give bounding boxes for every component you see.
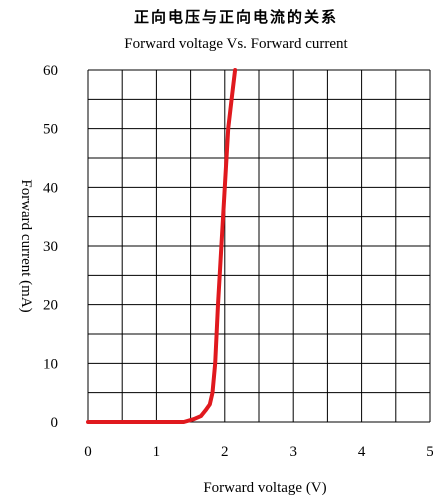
x-tick-label: 4: [358, 444, 366, 460]
y-tick-label: 60: [43, 63, 58, 79]
y-axis-label: Forward current (mA): [18, 179, 34, 312]
series-line: [86, 68, 238, 424]
y-tick-labels: 0 10 20 30 40 50 60: [43, 63, 58, 431]
x-axis-label: Forward voltage (V): [203, 480, 326, 496]
x-tick-labels: 0 1 2 3 4 5: [84, 444, 433, 460]
x-tick-label: 5: [426, 444, 433, 460]
grid: [87, 69, 431, 423]
x-tick-label: 1: [153, 444, 161, 460]
y-tick-label: 30: [43, 239, 58, 255]
chart-title: 正向电压与正向电流的关系: [134, 8, 338, 26]
x-tick-label: 3: [289, 444, 297, 460]
series-group: [86, 68, 238, 424]
chart-subtitle: Forward voltage Vs. Forward current: [124, 36, 348, 52]
y-tick-label: 0: [51, 415, 59, 431]
y-tick-label: 50: [43, 122, 58, 138]
y-tick-label: 40: [43, 180, 58, 196]
y-tick-label: 20: [43, 298, 58, 314]
y-tick-label: 10: [43, 356, 58, 372]
x-tick-label: 0: [84, 444, 92, 460]
x-tick-label: 2: [221, 444, 229, 460]
